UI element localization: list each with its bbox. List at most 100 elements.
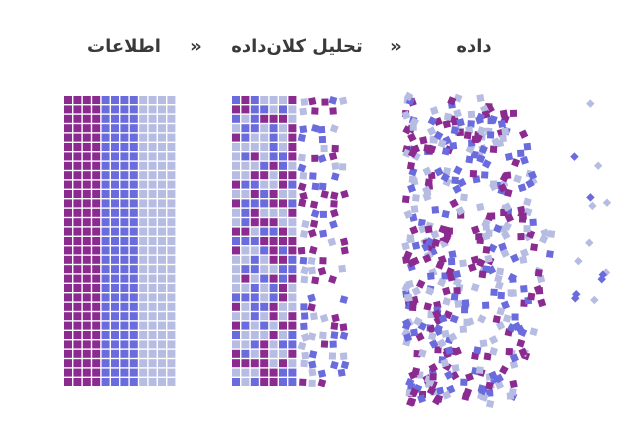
square: [250, 302, 259, 311]
square: [148, 321, 157, 330]
square: [451, 176, 459, 185]
square: [241, 293, 250, 302]
square: [407, 397, 417, 407]
square: [450, 126, 459, 135]
square: [73, 105, 82, 114]
square: [92, 180, 101, 189]
square: [494, 280, 504, 290]
square: [73, 208, 82, 217]
square: [120, 349, 129, 358]
square: [241, 171, 250, 180]
step-label: داده: [456, 36, 491, 57]
square: [500, 248, 510, 258]
square: [288, 331, 297, 339]
square: [250, 133, 259, 142]
square: [449, 314, 459, 324]
square: [422, 166, 432, 176]
square: [260, 105, 269, 114]
square: [470, 150, 479, 159]
square: [73, 349, 82, 358]
square: [403, 332, 413, 342]
square: [288, 368, 297, 377]
square: [443, 112, 453, 121]
square: [297, 182, 307, 192]
square: [486, 131, 495, 139]
square: [111, 368, 119, 377]
square: [470, 255, 480, 265]
square: [92, 274, 101, 283]
square: [139, 199, 148, 208]
square: [269, 274, 278, 283]
square: [158, 218, 166, 227]
square: [279, 133, 287, 142]
square: [269, 237, 278, 245]
square: [519, 255, 528, 264]
square: [101, 161, 110, 170]
square: [167, 180, 176, 189]
square: [64, 227, 72, 236]
square: [64, 378, 72, 386]
square: [504, 188, 513, 198]
square: [101, 180, 110, 189]
square: [148, 114, 157, 123]
square: [64, 302, 72, 311]
square: [250, 246, 259, 255]
square: [288, 349, 297, 358]
square: [331, 144, 339, 153]
square: [101, 284, 110, 292]
square: [101, 152, 110, 161]
square: [507, 272, 518, 283]
square: [92, 199, 101, 208]
square: [288, 161, 297, 170]
square: [269, 349, 278, 358]
square: [148, 199, 157, 208]
square: [120, 96, 129, 104]
square: [82, 237, 91, 245]
square: [328, 95, 338, 105]
square: [232, 208, 240, 217]
square: [241, 359, 250, 368]
square: [465, 144, 475, 154]
square: [64, 114, 72, 123]
square: [279, 246, 287, 255]
square: [158, 321, 166, 330]
square: [101, 321, 110, 330]
square: [129, 302, 138, 311]
square: [92, 133, 101, 142]
square: [300, 275, 309, 284]
square: [260, 133, 269, 142]
square: [432, 309, 442, 319]
square: [64, 199, 72, 208]
square: [82, 171, 91, 180]
square: [167, 190, 176, 198]
square: [469, 170, 478, 178]
square: [260, 312, 269, 321]
square: [82, 274, 91, 283]
square: [444, 370, 454, 380]
square: [111, 302, 119, 311]
square: [139, 378, 148, 386]
square: [509, 360, 519, 369]
square: [73, 143, 82, 151]
square: [139, 143, 148, 151]
square: [232, 105, 240, 114]
square: [111, 96, 119, 104]
square: [517, 149, 525, 158]
square: [232, 293, 240, 302]
square: [101, 265, 110, 274]
square: [339, 331, 349, 340]
square: [330, 191, 339, 200]
square: [129, 293, 138, 302]
square: [167, 227, 176, 236]
square: [318, 135, 327, 144]
square: [92, 284, 101, 292]
square: [250, 171, 259, 180]
square: [129, 114, 138, 123]
square: [148, 218, 157, 227]
square: [340, 246, 349, 255]
square: [158, 171, 166, 180]
square: [279, 237, 287, 245]
square: [82, 133, 91, 142]
square: [111, 161, 119, 170]
square: [308, 245, 318, 255]
